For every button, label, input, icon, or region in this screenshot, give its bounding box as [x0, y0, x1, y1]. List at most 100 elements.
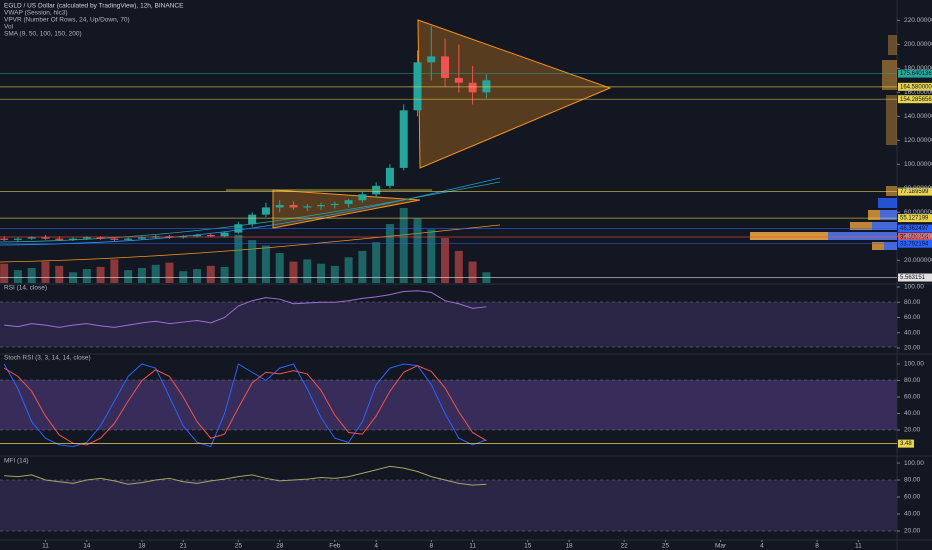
volume-bar	[0, 263, 9, 283]
candle-body	[137, 237, 146, 239]
volume-bar	[220, 266, 229, 283]
volume-bar	[330, 265, 339, 283]
price-label-box	[898, 273, 932, 282]
y-tick-label: 20.000000	[904, 257, 932, 264]
x-tick-label: 14	[83, 543, 91, 550]
volume-bar	[82, 269, 91, 283]
candle-body	[82, 237, 91, 239]
candle-body	[96, 237, 105, 239]
x-tick-label: 15	[524, 543, 532, 550]
x-tick-label: 21	[180, 543, 188, 550]
mfi-band	[0, 480, 897, 531]
rsi-band	[0, 302, 897, 347]
y-tick-label: 160.000000	[904, 89, 932, 96]
price-label-box	[898, 187, 932, 196]
x-tick-label: 18	[565, 543, 573, 550]
candle-body	[275, 205, 284, 208]
indicator-line	[4, 465, 487, 486]
volume-bar	[193, 269, 202, 283]
volume-bar	[124, 270, 133, 283]
candle-body	[441, 56, 450, 78]
volume-bar	[234, 234, 243, 283]
indicator-label: Vol	[4, 24, 14, 31]
y-tick-label: 100.000000	[904, 161, 932, 168]
price-label: 46.362497	[900, 226, 929, 232]
candle-body	[399, 110, 408, 168]
chart-title: EGLD / US Dollar (calculated by TradingV…	[4, 3, 184, 10]
price-label-box	[898, 69, 932, 78]
price-label-box	[898, 82, 932, 91]
volume-bar	[137, 268, 146, 283]
y-tick-label: 220.000000	[904, 17, 932, 24]
x-tick-label: 25	[662, 543, 670, 550]
indicator-label: SMA (9, 50, 100, 150, 200)	[4, 31, 82, 38]
indicator-line	[3, 365, 487, 446]
candle-body	[468, 82, 477, 93]
candle-body	[372, 185, 381, 195]
volume-bar	[261, 245, 270, 283]
y-tick-label: 100.00	[904, 361, 924, 368]
price-label: 55.127199	[900, 216, 929, 222]
price-label: 39.330794	[900, 235, 929, 241]
volume-bar	[385, 224, 394, 283]
volume-bar	[427, 229, 436, 283]
y-tick-label: 20.00	[904, 528, 921, 535]
sma-line	[0, 181, 501, 243]
y-tick-label: 100.00	[904, 284, 924, 291]
y-tick-label: 60.00	[904, 394, 921, 401]
volume-bar	[165, 262, 174, 283]
last-value-box	[898, 439, 914, 448]
candle-body	[248, 214, 257, 225]
y-tick-label: 40.00	[904, 329, 921, 336]
candle-body	[27, 237, 36, 239]
y-tick-label: 60.00	[904, 494, 921, 501]
x-tick-label: 11	[469, 543, 476, 550]
indicator-label: VPVR (Number Of Rows, 24, Up/Down, 70)	[4, 17, 130, 24]
volume-bar	[303, 259, 312, 283]
candle-body	[220, 232, 229, 237]
y-tick-label: 80.00	[904, 299, 921, 306]
volume-bar	[248, 240, 257, 283]
candle-body	[482, 80, 491, 93]
last-value-label: 3.48	[900, 441, 912, 447]
indicator-line	[4, 290, 487, 328]
volume-bar	[206, 265, 215, 283]
price-label-box	[898, 224, 932, 233]
candle-body	[13, 238, 22, 240]
volume-bar	[441, 238, 450, 283]
volume-bar	[41, 261, 50, 283]
stoch-band	[0, 380, 897, 430]
price-label-box	[898, 214, 932, 223]
candle-body	[69, 238, 78, 240]
x-tick-label: 4	[374, 543, 378, 550]
volume-bar	[151, 264, 160, 283]
x-tick-label: Mar	[715, 543, 727, 550]
x-tick-label: 22	[621, 543, 629, 550]
candle-body	[261, 207, 270, 215]
volume-bar	[13, 270, 22, 283]
volume-bar	[96, 266, 105, 283]
price-label: 33.792194	[900, 241, 929, 247]
y-tick-label: 80.00	[904, 377, 921, 384]
volume-bar	[454, 250, 463, 283]
volume-bar	[468, 261, 477, 283]
candle-body	[0, 238, 9, 240]
volume-profile	[750, 35, 897, 250]
x-tick-label: 8	[429, 543, 433, 550]
y-tick-label: 140.000000	[904, 113, 932, 120]
x-tick-label: 4	[760, 543, 764, 550]
candle-body	[303, 206, 312, 208]
x-tick-label: 11	[855, 543, 862, 550]
candle-body	[454, 77, 463, 83]
candle-body	[289, 205, 298, 208]
pane-title: Stoch RSI (3, 3, 14, 14, close)	[4, 355, 91, 362]
volume-bar	[110, 259, 119, 283]
y-tick-label: 180.000000	[904, 65, 932, 72]
x-tick-label: 18	[138, 543, 146, 550]
candle-body	[206, 235, 215, 237]
y-tick-label: 20.00	[904, 345, 921, 352]
candle-body	[330, 203, 339, 206]
y-tick-label: 40.00	[904, 410, 921, 417]
volume-bar	[413, 218, 422, 283]
x-tick-label: 28	[276, 543, 284, 550]
